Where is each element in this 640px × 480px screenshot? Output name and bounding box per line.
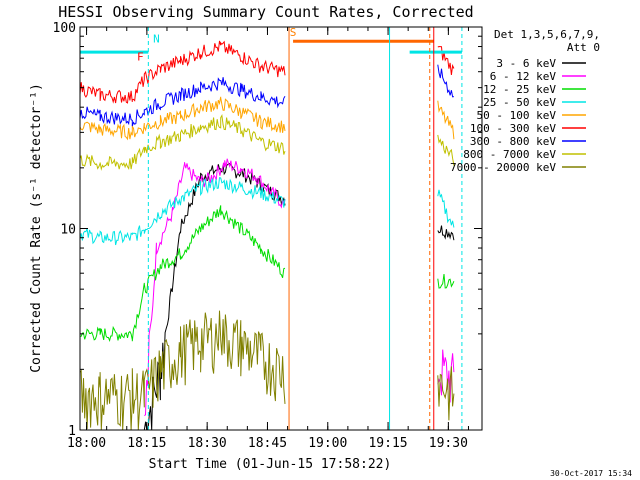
x-tick-label-2: 18:30: [188, 436, 227, 451]
legend-label-6: 300 - 800 keV: [470, 135, 556, 148]
y-tick-label-1: 10: [60, 223, 76, 238]
legend-label-8: 7000 - 20000 keV: [450, 161, 556, 174]
series-line-1: [144, 158, 455, 417]
x-tick-label-3: 18:45: [248, 436, 287, 451]
footer-timestamp: 30-Oct-2017 15:34: [550, 469, 632, 478]
series-line-7: [79, 113, 455, 171]
x-tick-label-0: 18:00: [67, 436, 106, 451]
series-line-8: [79, 310, 455, 431]
chart-title: HESSI Observing Summary Count Rates, Cor…: [58, 3, 473, 21]
legend-label-7: 800 - 7000 keV: [463, 148, 556, 161]
flag-label-s: S: [290, 26, 297, 39]
legend-label-4: 50 - 100 keV: [477, 109, 557, 122]
x-tick-label-5: 19:15: [368, 436, 407, 451]
flag-label-f: F: [137, 51, 144, 64]
legend-label-2: 12 - 25 keV: [483, 83, 556, 96]
y-tick-label-0: 1: [68, 424, 76, 439]
plot-area: FN S: [79, 26, 463, 431]
x-tick-label-6: 19:30: [429, 436, 468, 451]
legend-label-5: 100 - 300 keV: [470, 122, 556, 135]
y-tick-label-2: 100: [53, 21, 76, 36]
legend-header-line-1: Det 1,3,5,6,7,9,: [494, 28, 600, 41]
series-line-2: [80, 205, 455, 342]
legend-label-0: 3 - 6 keV: [496, 57, 556, 70]
series-line-0: [143, 162, 455, 431]
flag-label-n: N: [153, 32, 160, 45]
legend-label-3: 25 - 50 keV: [483, 96, 556, 109]
legend-label-1: 6 - 12 keV: [490, 70, 557, 83]
axes: 18:00 18:15 18:30 18:45 19:00 19:15 19:30 1 10 10…: [53, 21, 483, 451]
series-line-5: [79, 40, 455, 104]
x-tick-label-4: 19:00: [308, 436, 347, 451]
x-axis-label: Start Time (01-Jun-15 17:58:22): [149, 457, 392, 472]
series-line-4: [79, 96, 455, 141]
legend-header-line-2: Att 0: [567, 41, 600, 54]
y-axis-label: Corrected Count Rate (s⁻¹ detector⁻¹): [29, 83, 44, 373]
series-line-3: [79, 177, 455, 246]
series-line-6: [79, 64, 454, 127]
x-tick-label-1: 18:15: [127, 436, 166, 451]
